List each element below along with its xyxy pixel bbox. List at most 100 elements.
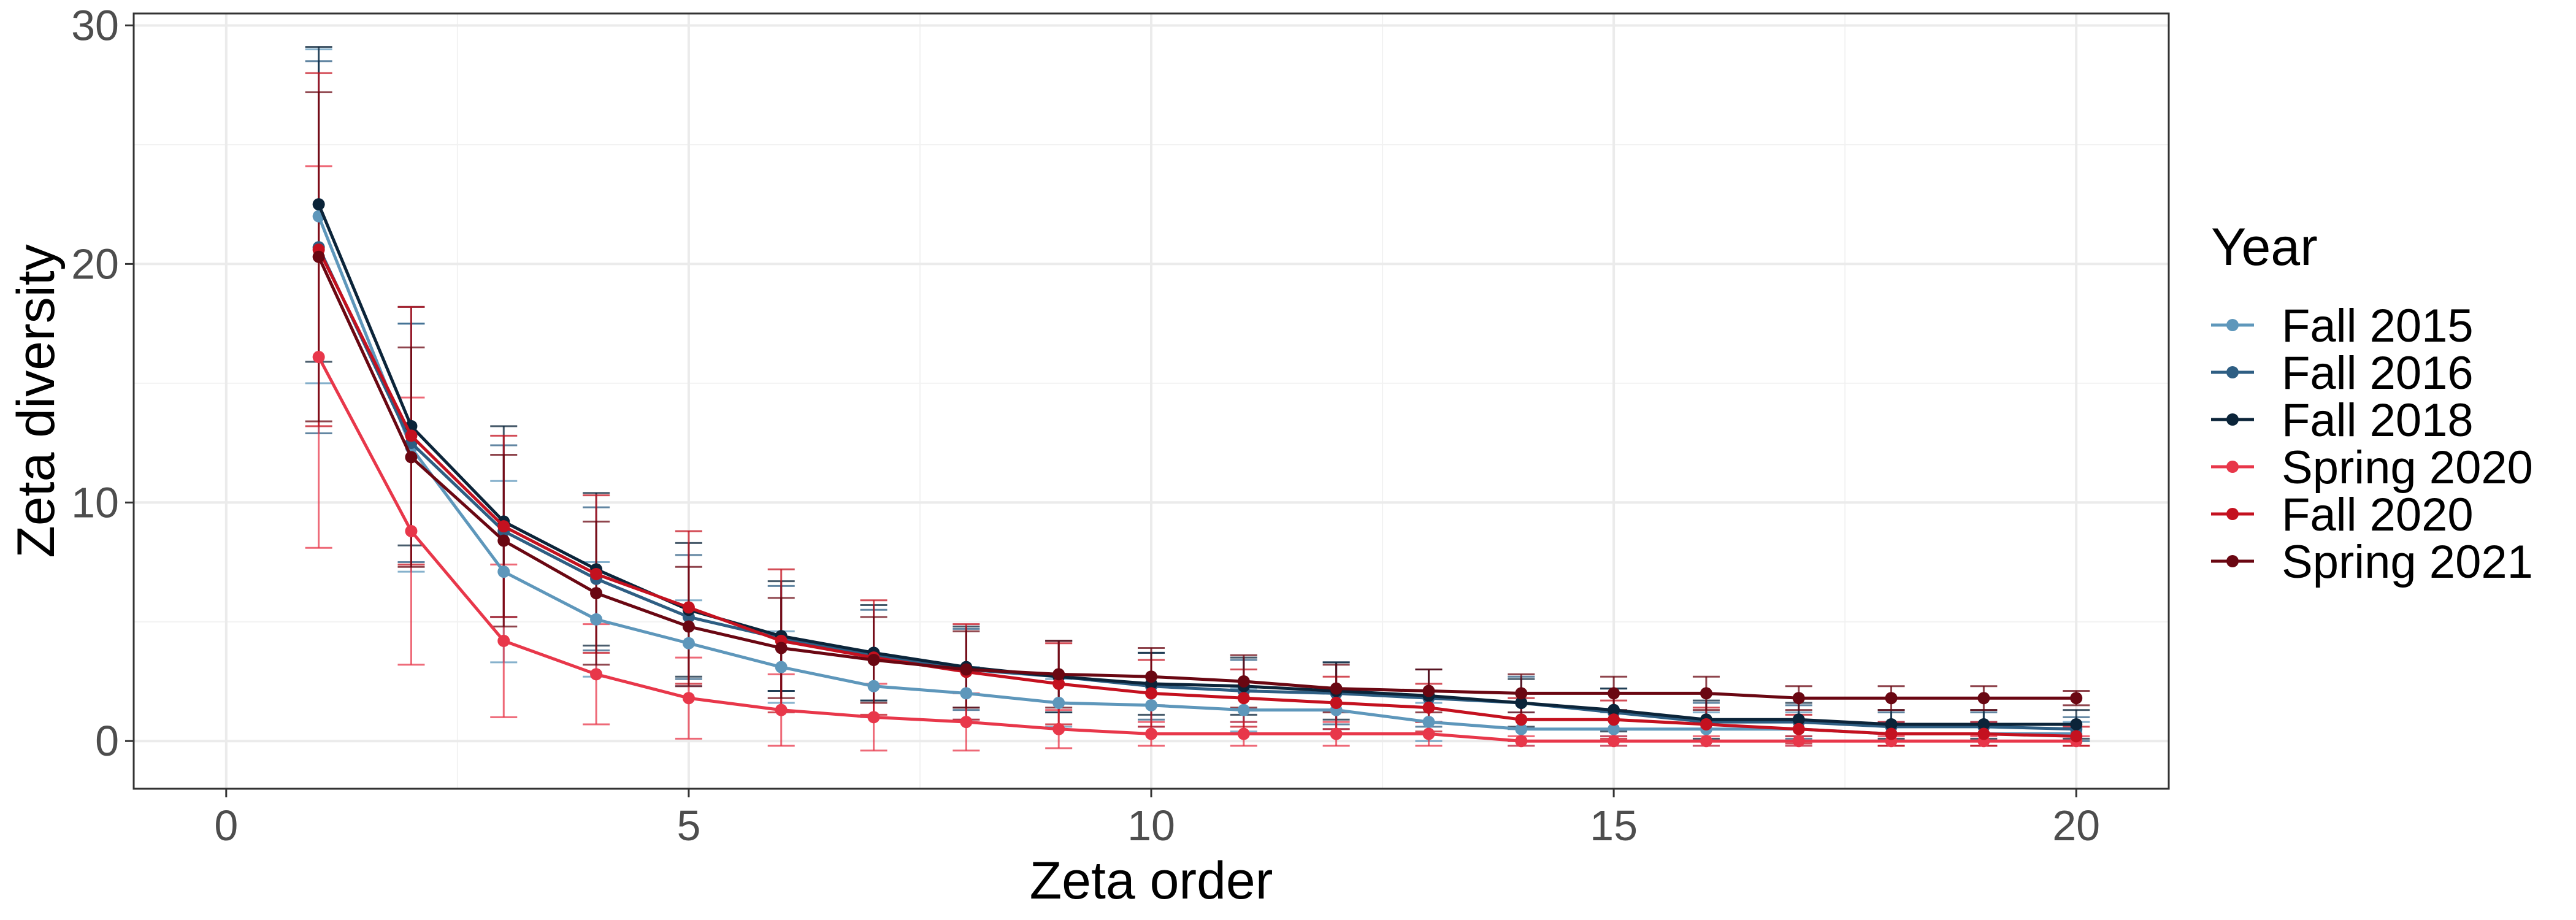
grid-lines (134, 13, 2169, 789)
data-point (1608, 735, 1620, 748)
y-tick-label: 10 (71, 478, 119, 526)
data-point (775, 642, 788, 654)
data-point (1700, 735, 1712, 748)
data-point (497, 534, 510, 547)
data-point (1145, 699, 1157, 711)
data-point (1052, 723, 1065, 735)
y-tick-label: 0 (95, 717, 119, 765)
legend-label: Fall 2018 (2282, 394, 2474, 447)
data-point (867, 653, 880, 666)
data-point (312, 351, 325, 364)
data-point (590, 613, 603, 626)
data-point (405, 429, 418, 442)
data-point (1330, 727, 1343, 740)
x-tick-label: 15 (1590, 802, 1638, 849)
data-point (1237, 675, 1250, 688)
data-point (1422, 701, 1435, 714)
data-point (1608, 703, 1620, 716)
data-point (1145, 670, 1157, 683)
y-tick-label: 20 (71, 240, 119, 288)
data-point (312, 250, 325, 263)
data-point (590, 668, 603, 681)
legend-item: Spring 2021 (2211, 536, 2533, 588)
y-tick-label: 30 (71, 1, 119, 49)
series-line-group (312, 243, 2083, 743)
legend-key-point (2226, 555, 2239, 567)
data-point (590, 567, 603, 580)
data-point (1237, 692, 1250, 705)
data-point (1422, 684, 1435, 697)
data-point (2070, 730, 2083, 743)
series-line (317, 256, 2077, 700)
series-line (317, 204, 2077, 726)
data-point (1237, 703, 1250, 716)
data-point (2070, 718, 2083, 730)
data-point (1977, 692, 1990, 705)
data-point (1515, 713, 1528, 726)
y-axis-title: Zeta diversity (7, 244, 66, 558)
x-tick-label: 0 (214, 802, 238, 849)
data-point (960, 687, 973, 700)
data-point (590, 587, 603, 600)
legend-label: Spring 2021 (2282, 536, 2533, 588)
data-point (682, 601, 695, 614)
data-point (1977, 718, 1990, 730)
data-point (1608, 723, 1620, 735)
data-point (1608, 687, 1620, 700)
data-point (1145, 687, 1157, 700)
data-point (867, 680, 880, 692)
data-point (1885, 718, 1898, 730)
legend-label: Spring 2020 (2282, 442, 2533, 494)
legend-key-point (2226, 508, 2239, 520)
data-point (405, 451, 418, 464)
legend-item: Spring 2020 (2211, 442, 2533, 494)
data-point (1330, 696, 1343, 709)
data-point (312, 198, 325, 211)
data-point (1515, 687, 1528, 700)
legend-label: Fall 2016 (2282, 347, 2474, 399)
legend-item: Fall 2018 (2211, 394, 2474, 447)
data-point (682, 637, 695, 650)
data-point (2070, 692, 2083, 705)
series-line-group (312, 250, 2083, 705)
data-point (1422, 727, 1435, 740)
data-point (960, 716, 973, 729)
data-point (1977, 727, 1990, 740)
data-point (1792, 713, 1805, 726)
legend-item: Fall 2015 (2211, 300, 2474, 352)
data-point (1052, 668, 1065, 681)
data-point (1608, 713, 1620, 726)
x-tick-label: 10 (1127, 802, 1175, 849)
data-point (1700, 687, 1712, 700)
axis-layer: 0 5 10 15 20 0 10 20 30 (71, 1, 2100, 849)
data-point (1145, 727, 1157, 740)
data-point (775, 661, 788, 673)
data-point (1515, 723, 1528, 735)
series-line (317, 248, 2077, 738)
data-point (682, 620, 695, 633)
legend-item: Fall 2016 (2211, 347, 2474, 399)
data-point (1515, 696, 1528, 709)
data-point (1792, 692, 1805, 705)
data-point (1885, 692, 1898, 705)
legend-key-point (2226, 366, 2239, 378)
data-point (1700, 718, 1712, 730)
legend-label: Fall 2020 (2282, 489, 2474, 541)
data-point (497, 634, 510, 647)
data-point (1792, 735, 1805, 748)
series-layer (305, 45, 2090, 752)
data-point (1330, 682, 1343, 695)
data-point (682, 692, 695, 705)
data-point (497, 565, 510, 578)
legend-key-point (2226, 461, 2239, 473)
data-point (1052, 696, 1065, 709)
series-line-group (312, 351, 2083, 748)
data-point (497, 520, 510, 533)
series-line (317, 356, 2077, 743)
legend-key-point (2226, 319, 2239, 331)
data-point (1052, 677, 1065, 690)
data-point (1792, 723, 1805, 735)
legend-item: Fall 2020 (2211, 489, 2474, 541)
